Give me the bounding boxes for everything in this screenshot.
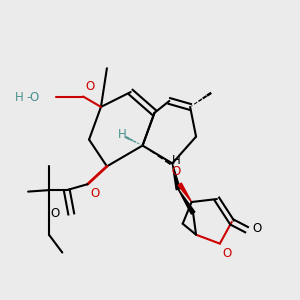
Text: H: H — [172, 154, 181, 167]
Polygon shape — [178, 183, 192, 202]
Text: O: O — [90, 187, 99, 200]
Text: O: O — [51, 207, 60, 220]
Text: O: O — [29, 91, 39, 103]
Polygon shape — [172, 164, 180, 190]
Text: O: O — [85, 80, 95, 93]
Text: H: H — [117, 128, 126, 141]
Text: O: O — [222, 247, 232, 260]
Text: -: - — [26, 91, 30, 103]
Text: O: O — [172, 165, 181, 178]
Text: O: O — [252, 222, 261, 235]
Polygon shape — [178, 189, 195, 214]
Text: H: H — [15, 91, 24, 103]
